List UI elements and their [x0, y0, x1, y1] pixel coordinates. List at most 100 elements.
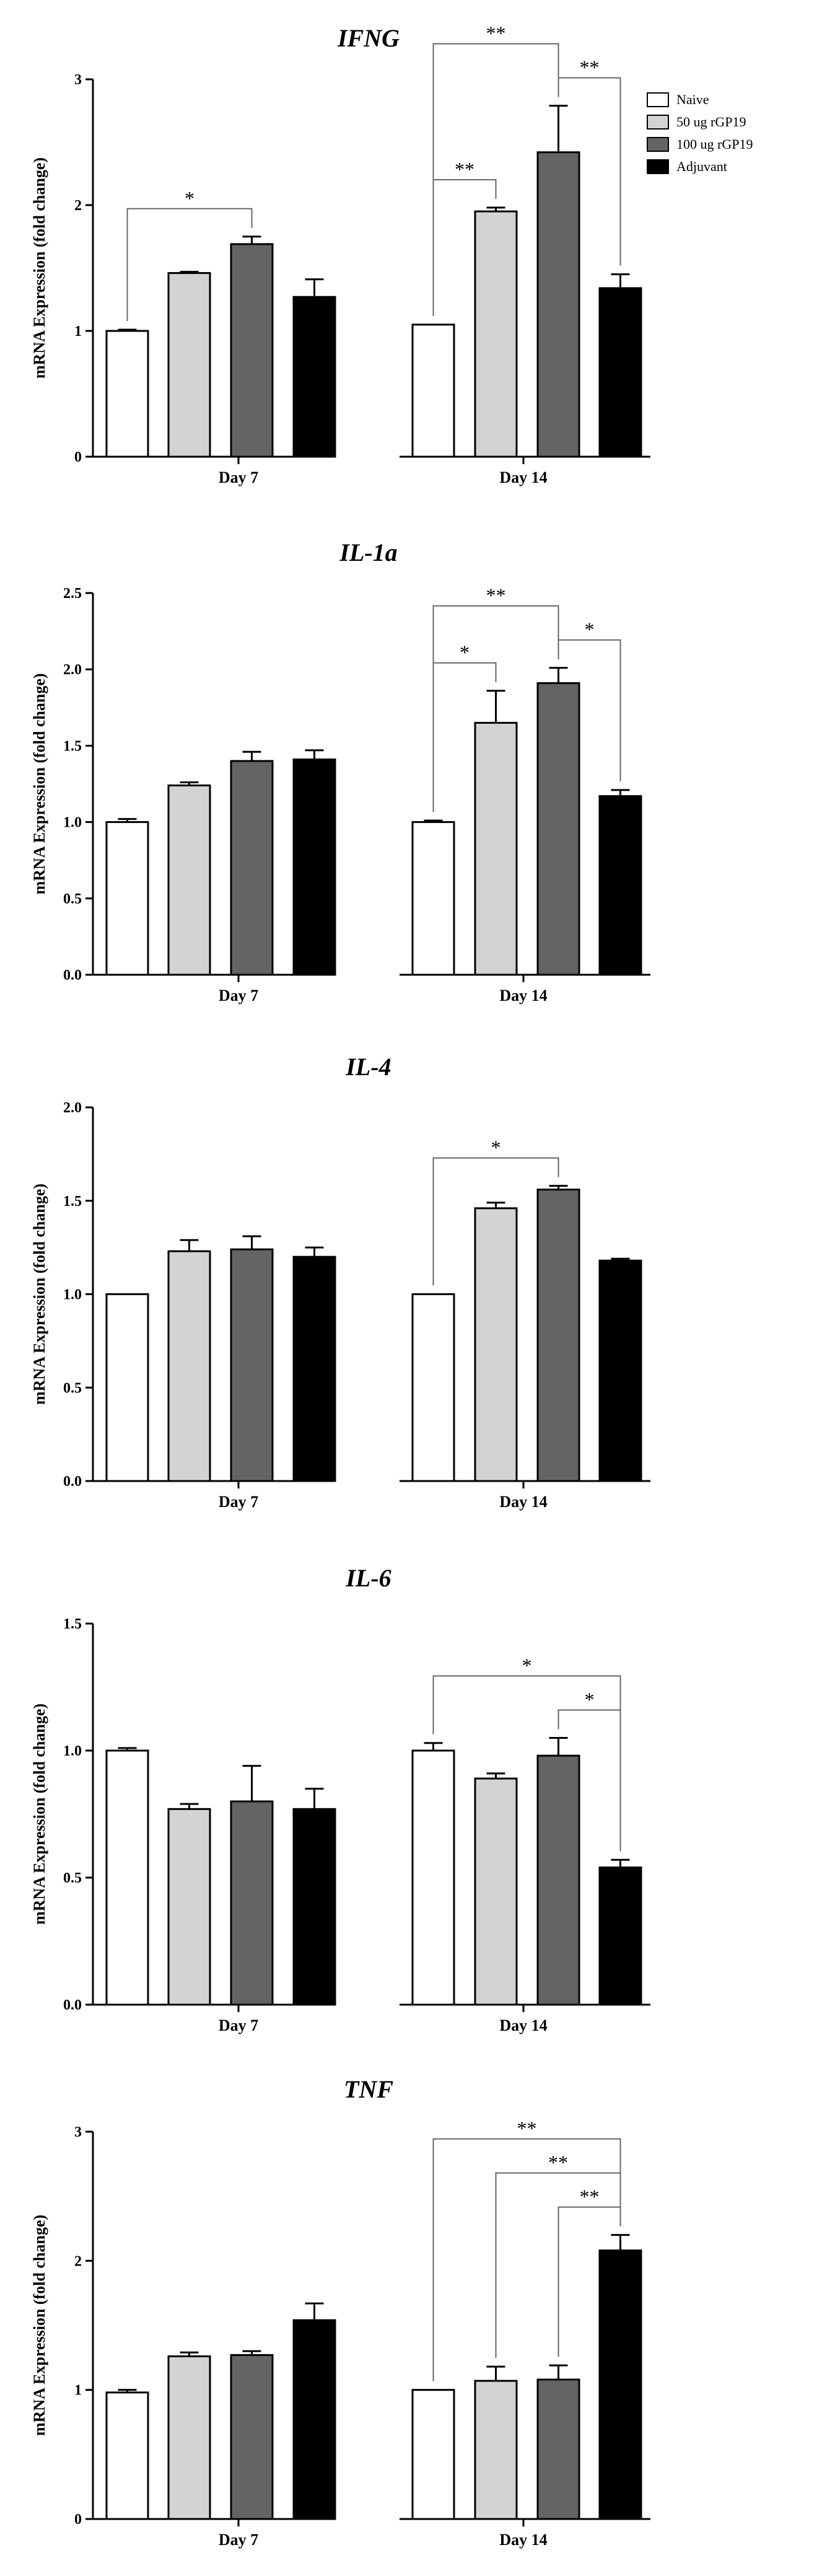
- bar-100-ug-rgp19: [230, 1800, 274, 2006]
- legend-label: 50 ug rGP19: [676, 114, 746, 130]
- bar-50-ug-rgp19: [167, 784, 211, 976]
- significance-bracket: [432, 1675, 621, 1852]
- significance-bracket: [432, 1157, 559, 1286]
- y-tick-label: 2: [74, 2253, 82, 2269]
- bar-50-ug-rgp19: [167, 1250, 211, 1482]
- x-category-label: Day 14: [499, 468, 547, 486]
- y-tick-label: 2.0: [63, 662, 82, 678]
- chart-title: IL-1a: [339, 538, 397, 566]
- y-axis-label: mRNA Expression (fold change): [30, 2215, 48, 2436]
- y-tick-label: 1.0: [63, 1743, 82, 1759]
- bar-naive: [105, 1293, 149, 1482]
- bar-naive: [105, 330, 149, 458]
- bar-50-ug-rgp19: [167, 272, 211, 458]
- x-category-label: Day 7: [219, 468, 258, 486]
- x-category-label: Day 7: [219, 1493, 258, 1511]
- significance-label: *: [522, 1655, 532, 1677]
- y-tick-label: 1: [74, 323, 82, 340]
- x-category-label: Day 7: [219, 2016, 258, 2034]
- chart-ifng: IFNG mRNA Expression (fold change) 0 1 2 3 Day…: [30, 22, 753, 486]
- bar-naive: [411, 323, 455, 458]
- significance-label: *: [460, 641, 470, 664]
- bar-naive: [105, 1749, 149, 2006]
- y-axis-label: mRNA Expression (fold change): [30, 1184, 48, 1405]
- bar-naive: [411, 1293, 455, 1482]
- legend: Naive 50 ug rGP19 100 ug rGP19 Adjuvant: [647, 92, 753, 174]
- chart-title: TNF: [344, 2075, 393, 2103]
- chart-il-6: IL-6 mRNA Expression (fold change) 0.0 0.5 1…: [30, 1564, 650, 2034]
- bar-naive: [105, 821, 149, 976]
- bar-adjuvant: [292, 1255, 336, 1482]
- significance-label: **: [580, 2186, 600, 2208]
- y-tick-label: 1.5: [63, 1616, 82, 1632]
- bar-50-ug-rgp19: [474, 721, 518, 976]
- bar-adjuvant: [598, 287, 642, 458]
- x-category-label: Day 14: [499, 2016, 547, 2034]
- significance-bracket: [432, 2138, 621, 2381]
- y-tick-label: 0: [74, 449, 82, 465]
- chart-title: IL-6: [345, 1564, 391, 1592]
- y-tick-label: 1.5: [63, 738, 82, 754]
- bar-adjuvant: [598, 1866, 642, 2006]
- y-axis-label: mRNA Expression (fold change): [30, 1703, 48, 1925]
- bar-naive: [411, 2389, 455, 2520]
- bar-50-ug-rgp19: [167, 2355, 211, 2520]
- y-axis-label: mRNA Expression (fold change): [30, 673, 48, 894]
- legend-swatch: [647, 115, 669, 130]
- significance-label: **: [580, 56, 600, 79]
- legend-swatch: [647, 92, 669, 107]
- chart-title: IL-4: [345, 1053, 391, 1081]
- y-tick-label: 3: [74, 72, 82, 88]
- bar-adjuvant: [292, 1808, 336, 2006]
- significance-label: *: [491, 1136, 501, 1159]
- bar-naive: [105, 2391, 149, 2520]
- y-tick-label: 0.0: [63, 1474, 82, 1490]
- bar-100-ug-rgp19: [230, 243, 274, 458]
- x-category-label: Day 7: [219, 2531, 258, 2549]
- bar-adjuvant: [598, 795, 642, 976]
- significance-bracket: [432, 43, 559, 316]
- x-category-label: Day 14: [499, 1493, 547, 1511]
- bar-50-ug-rgp19: [474, 2380, 518, 2520]
- bar-100-ug-rgp19: [536, 682, 580, 976]
- y-tick-label: 0.0: [63, 1997, 82, 2013]
- significance-label: **: [486, 584, 506, 607]
- bar-50-ug-rgp19: [474, 210, 518, 458]
- chart-title: IFNG: [337, 24, 400, 52]
- significance-label: **: [517, 2117, 537, 2140]
- significance-label: **: [486, 22, 506, 45]
- bar-100-ug-rgp19: [230, 2354, 274, 2520]
- y-tick-label: 2.5: [63, 586, 82, 602]
- x-category-label: Day 14: [499, 987, 547, 1004]
- legend-label: 100 ug rGP19: [676, 136, 753, 152]
- significance-label: *: [185, 187, 195, 209]
- bar-100-ug-rgp19: [536, 2378, 580, 2520]
- bar-naive: [411, 821, 455, 976]
- bar-100-ug-rgp19: [536, 1189, 580, 1482]
- bar-adjuvant: [598, 2249, 642, 2520]
- bar-50-ug-rgp19: [474, 1777, 518, 2006]
- bar-naive: [411, 1749, 455, 2006]
- legend-swatch: [647, 137, 669, 152]
- y-tick-label: 0.5: [63, 891, 82, 907]
- chart-il-4: IL-4 mRNA Expression (fold change) 0.0 0.5 1…: [30, 1053, 650, 1511]
- y-tick-label: 1: [74, 2383, 82, 2399]
- bar-adjuvant: [292, 758, 336, 976]
- x-category-label: Day 7: [219, 987, 258, 1004]
- legend-swatch: [647, 159, 669, 174]
- bar-100-ug-rgp19: [536, 151, 580, 458]
- legend-label: Naive: [676, 92, 709, 107]
- significance-bracket: [432, 605, 559, 812]
- legend-label: Adjuvant: [676, 159, 727, 174]
- bar-adjuvant: [598, 1259, 642, 1482]
- significance-bracket: [126, 208, 253, 321]
- y-tick-label: 0.0: [63, 967, 82, 983]
- y-tick-label: 1.0: [63, 1287, 82, 1303]
- significance-label: *: [585, 618, 595, 641]
- y-tick-label: 3: [74, 2124, 82, 2140]
- bar-adjuvant: [292, 2319, 336, 2520]
- bar-100-ug-rgp19: [230, 1248, 274, 1482]
- bar-50-ug-rgp19: [474, 1207, 518, 1482]
- y-tick-label: 2.0: [63, 1100, 82, 1116]
